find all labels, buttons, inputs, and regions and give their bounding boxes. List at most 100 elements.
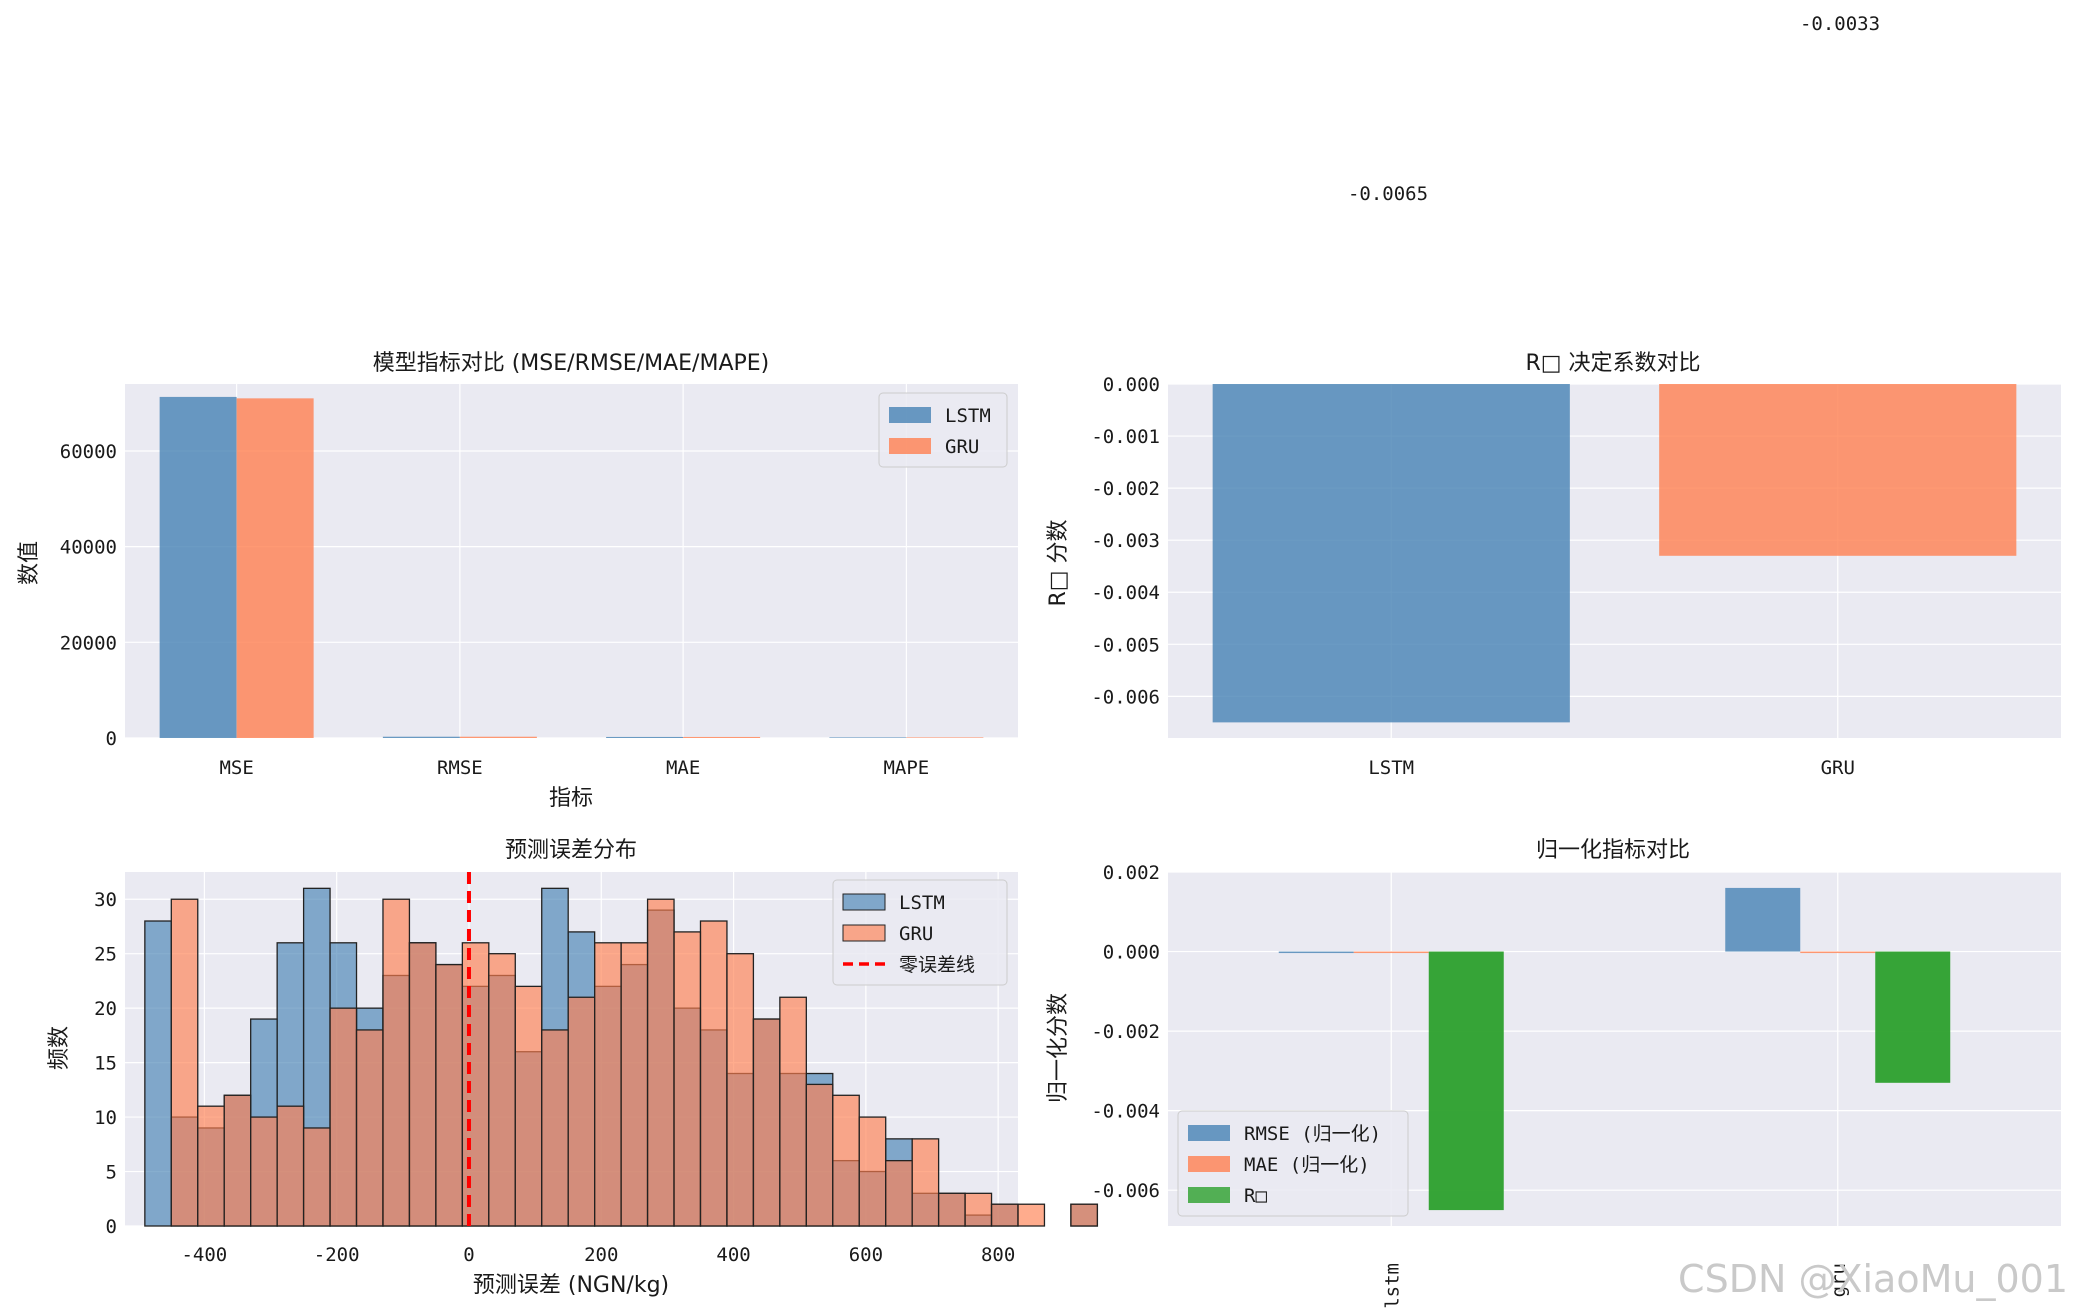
y-tick-label: 0.002: [1103, 862, 1160, 884]
hist-bar-gru: [646, 898, 675, 1227]
hist-bar-gru: [488, 953, 516, 1227]
x-tick-label: MAPE: [883, 757, 929, 779]
hist-bar-gru: [594, 942, 622, 1227]
y-tick-label: -0.004: [1091, 1101, 1160, 1123]
bar-lstm-rmse: [382, 736, 460, 738]
hist-bar-gru: [567, 996, 596, 1227]
hist-bar-gru: [1017, 1203, 1046, 1227]
floating-label-gru-r2: -0.0033: [1800, 13, 1880, 35]
y-tick-label: 0: [106, 728, 117, 750]
watermark: CSDN @XiaoMu_001: [1678, 1257, 2068, 1301]
legend-label: R□: [1244, 1185, 1267, 1207]
hist-bar-gru: [832, 1094, 860, 1227]
x-tick-label: MAE: [666, 757, 700, 779]
legend-label: GRU: [945, 436, 979, 458]
y-tick-label: 5: [106, 1162, 117, 1184]
y-tick-label: -0.002: [1091, 1021, 1160, 1043]
hist-bar-gru: [726, 953, 755, 1227]
bar-mae-lstm: [1353, 951, 1429, 954]
y-tick-label: -0.006: [1091, 686, 1160, 708]
bar-r2-lstm: [1428, 951, 1504, 1211]
floating-label-lstm-r2: -0.0065: [1348, 183, 1428, 205]
normalized-bar-chart: 归一化指标对比 归一化分数 lstm gru 0.002 0.000 -0.002 -0.…: [1046, 838, 2061, 1309]
bar-r2-gru: [1659, 384, 2017, 556]
y-axis-label: R□ 分数: [1046, 519, 1071, 606]
legend-label: 零误差线: [899, 954, 975, 976]
hist-bar-gru: [408, 942, 437, 1227]
x-tick-label: gru: [1828, 1263, 1850, 1297]
hist-bar-gru: [885, 1159, 913, 1227]
hist-bar-gru: [620, 942, 649, 1227]
hist-bar-gru: [250, 1116, 278, 1227]
x-tick-label: 600: [849, 1244, 883, 1266]
y-axis-label: 频数: [47, 1026, 72, 1070]
legend-swatch: [1188, 1187, 1230, 1203]
legend-box: [1177, 1110, 1409, 1217]
bar-lstm-mape: [829, 737, 907, 738]
hist-bar-gru: [461, 942, 490, 1227]
y-tick-label: -0.004: [1091, 582, 1160, 604]
x-tick-label: RMSE: [437, 757, 483, 779]
legend-label: LSTM: [899, 892, 945, 914]
legend-label: GRU: [899, 923, 933, 945]
y-tick-label: -0.006: [1091, 1180, 1160, 1202]
hist-bar-gru: [302, 1127, 331, 1227]
hist-bar-gru: [355, 1029, 384, 1227]
hist-bar-gru: [990, 1203, 1019, 1227]
bar-rmse-lstm: [1278, 951, 1354, 954]
y-tick-label: 30: [94, 889, 117, 911]
bar-r2-lstm: [1212, 384, 1570, 723]
bar-lstm-mae: [606, 736, 684, 738]
y-axis-label: 归一化分数: [1046, 993, 1071, 1103]
x-axis-label: 预测误差 (NGN/kg): [473, 1273, 669, 1298]
y-tick-label: 15: [94, 1053, 117, 1075]
y-tick-label: 40000: [60, 537, 117, 559]
legend-swatch: [842, 924, 886, 942]
y-tick-label: 20000: [60, 632, 117, 654]
hist-bar-gru: [514, 985, 543, 1227]
chart-title: R□ 决定系数对比: [1525, 351, 1700, 376]
hist-bar-gru: [673, 931, 702, 1227]
bar-gru-rmse: [459, 736, 537, 738]
chart-title: 模型指标对比 (MSE/RMSE/MAE/MAPE): [373, 351, 770, 376]
hist-bar-lstm: [144, 920, 172, 1227]
legend-swatch: [1188, 1156, 1230, 1172]
x-tick-label: LSTM: [1368, 757, 1414, 779]
bar-rmse-gru: [1725, 887, 1801, 952]
y-tick-label: 60000: [60, 441, 117, 463]
y-tick-label: 0: [106, 1216, 117, 1238]
legend-label: LSTM: [945, 405, 991, 427]
x-tick-label: 800: [981, 1244, 1015, 1266]
bar-mae-gru: [1800, 951, 1876, 954]
x-tick-label: 400: [716, 1244, 750, 1266]
legend-swatch: [889, 407, 931, 423]
x-tick-label: 0: [463, 1244, 474, 1266]
chart-title: 预测误差分布: [505, 838, 637, 863]
y-tick-label: -0.003: [1091, 530, 1160, 552]
hist-bar-gru: [779, 996, 807, 1227]
x-tick-label: lstm: [1381, 1263, 1403, 1309]
hist-bar-gru: [752, 1018, 781, 1227]
chart-title: 归一化指标对比: [1536, 838, 1690, 863]
hist-bar-gru: [197, 1105, 225, 1227]
legend-label: RMSE (归一化): [1244, 1123, 1381, 1145]
hist-bar-gru: [329, 1007, 358, 1227]
hist-bar-gru: [541, 1029, 569, 1227]
x-tick-label: -400: [181, 1244, 227, 1266]
hist-bar-gru: [1070, 1203, 1099, 1227]
y-tick-label: -0.002: [1091, 478, 1160, 500]
bar-gru-mse: [236, 398, 314, 738]
y-tick-label: 0.000: [1103, 374, 1160, 396]
metrics-bar-chart: 模型指标对比 (MSE/RMSE/MAE/MAPE) 指标 数值 MSE RMSE…: [17, 351, 1018, 811]
error-histogram: 预测误差分布 预测误差 (NGN/kg) 频数 -400 -200 0 200 400 6…: [47, 838, 1099, 1298]
hist-bar-gru: [435, 963, 464, 1227]
hist-bar-gru: [911, 1138, 940, 1227]
y-tick-label: 0.000: [1103, 942, 1160, 964]
hist-bar-gru: [805, 1083, 834, 1227]
x-tick-label: 200: [584, 1244, 618, 1266]
y-tick-label: 10: [94, 1107, 117, 1129]
x-tick-label: GRU: [1821, 757, 1855, 779]
hist-bar-gru: [699, 920, 728, 1227]
bar-r2-gru: [1875, 951, 1951, 1083]
